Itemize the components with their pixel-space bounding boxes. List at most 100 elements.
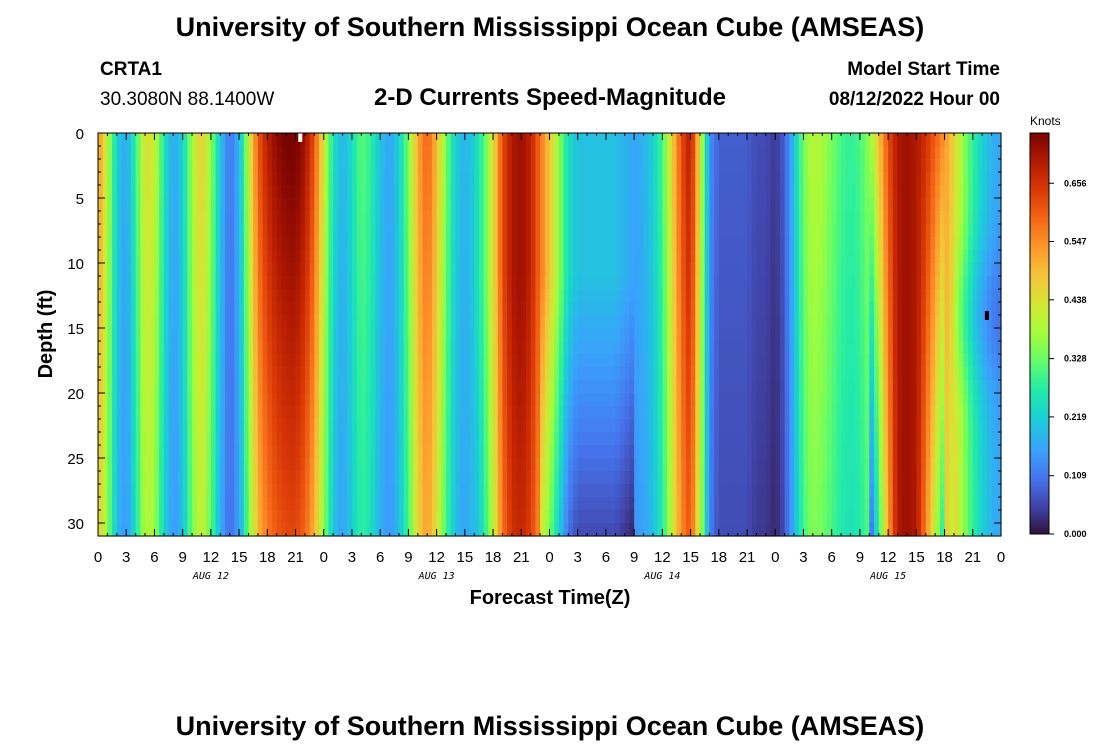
heatmap-cell (587, 523, 593, 537)
heatmap-cell (704, 432, 710, 446)
heatmap-cell (130, 146, 137, 160)
heatmap-cell (690, 315, 696, 329)
heatmap-cell (582, 484, 588, 498)
heatmap-cell (149, 497, 156, 511)
heatmap-cell (102, 471, 108, 485)
heatmap-cell (544, 328, 551, 342)
heatmap-cell (380, 510, 386, 524)
heatmap-cell (239, 289, 245, 303)
heatmap-cell (554, 146, 560, 160)
heatmap-cell (469, 497, 475, 511)
heatmap-cell (196, 471, 203, 485)
heatmap-cell (337, 146, 344, 160)
heatmap-cell (610, 380, 616, 394)
heatmap-cell (239, 484, 245, 498)
heatmap-cell (304, 276, 311, 290)
heatmap-cell (478, 315, 485, 329)
heatmap-cell (427, 354, 433, 368)
heatmap-cell (497, 393, 504, 407)
heatmap-cell (615, 159, 621, 173)
heatmap-cell (441, 471, 447, 485)
heatmap-cell (779, 484, 786, 498)
heatmap-cell (107, 510, 113, 524)
heatmap-cell (794, 159, 800, 173)
heatmap-cell (192, 302, 198, 316)
heatmap-cell (756, 354, 762, 368)
heatmap-cell (257, 341, 264, 355)
heatmap-cell (601, 185, 607, 199)
heatmap-cell (403, 419, 409, 433)
heatmap-cell (803, 198, 809, 212)
heatmap-cell (323, 419, 330, 433)
heatmap-cell (704, 523, 710, 537)
heatmap-cell (257, 380, 264, 394)
heatmap-cell (399, 263, 405, 277)
heatmap-cell (177, 315, 184, 329)
heatmap-cell (126, 133, 132, 147)
heatmap-cell (756, 211, 762, 225)
heatmap-cell (337, 523, 344, 537)
heatmap-cell (587, 393, 593, 407)
heatmap-cell (375, 276, 381, 290)
heatmap-cell (582, 510, 588, 524)
heatmap-cell (337, 380, 344, 394)
heatmap-cell (714, 432, 720, 446)
heatmap-cell (789, 172, 795, 186)
heatmap-cell (469, 510, 475, 524)
heatmap-cell (295, 471, 301, 485)
heatmap-cell (770, 523, 776, 537)
heatmap-cell (201, 185, 207, 199)
heatmap-cell (620, 458, 626, 472)
heatmap-cell (319, 185, 325, 199)
heatmap-cell (803, 211, 809, 225)
heatmap-cell (511, 289, 518, 303)
heatmap-cell (798, 497, 805, 511)
heatmap-cell (450, 276, 457, 290)
heatmap-cell (624, 185, 631, 199)
heatmap-cell (808, 302, 814, 316)
heatmap-cell (272, 276, 278, 290)
heatmap-cell (272, 237, 278, 251)
heatmap-cell (700, 328, 706, 342)
heatmap-cell (789, 289, 795, 303)
heatmap-cell (765, 224, 772, 238)
heatmap-cell (455, 393, 461, 407)
heatmap-cell (370, 159, 377, 173)
heatmap-cell (130, 315, 137, 329)
heatmap-cell (662, 354, 668, 368)
heatmap-cell (276, 406, 283, 420)
heatmap-cell (267, 367, 273, 381)
heatmap-cell (714, 211, 720, 225)
heatmap-cell (427, 289, 433, 303)
heatmap-cell (333, 523, 339, 537)
heatmap-cell (478, 289, 485, 303)
heatmap-cell (652, 354, 659, 368)
heatmap-cell (530, 341, 536, 355)
heatmap-cell (243, 211, 250, 225)
heatmap-cell (295, 263, 301, 277)
heatmap-cell (351, 484, 358, 498)
heatmap-cell (159, 380, 165, 394)
heatmap-cell (836, 146, 842, 160)
heatmap-cell (257, 484, 264, 498)
heatmap-cell (718, 458, 725, 472)
heatmap-cell (488, 497, 494, 511)
heatmap-cell (535, 276, 541, 290)
heatmap-cell (304, 172, 311, 186)
heatmap-cell (826, 406, 833, 420)
heatmap-cell (657, 354, 663, 368)
heatmap-cell (375, 393, 381, 407)
heatmap-cell (577, 432, 584, 446)
heatmap-cell (248, 172, 254, 186)
heatmap-cell (634, 133, 640, 147)
heatmap-cell (596, 471, 602, 485)
heatmap-cell (530, 380, 536, 394)
heatmap-cell (502, 484, 508, 498)
heatmap-cell (229, 510, 235, 524)
heatmap-cell (394, 198, 400, 212)
heatmap-cell (709, 211, 715, 225)
heatmap-cell (516, 250, 522, 264)
heatmap-cell (469, 133, 475, 147)
heatmap-cell (850, 367, 856, 381)
heatmap-cell (342, 445, 348, 459)
